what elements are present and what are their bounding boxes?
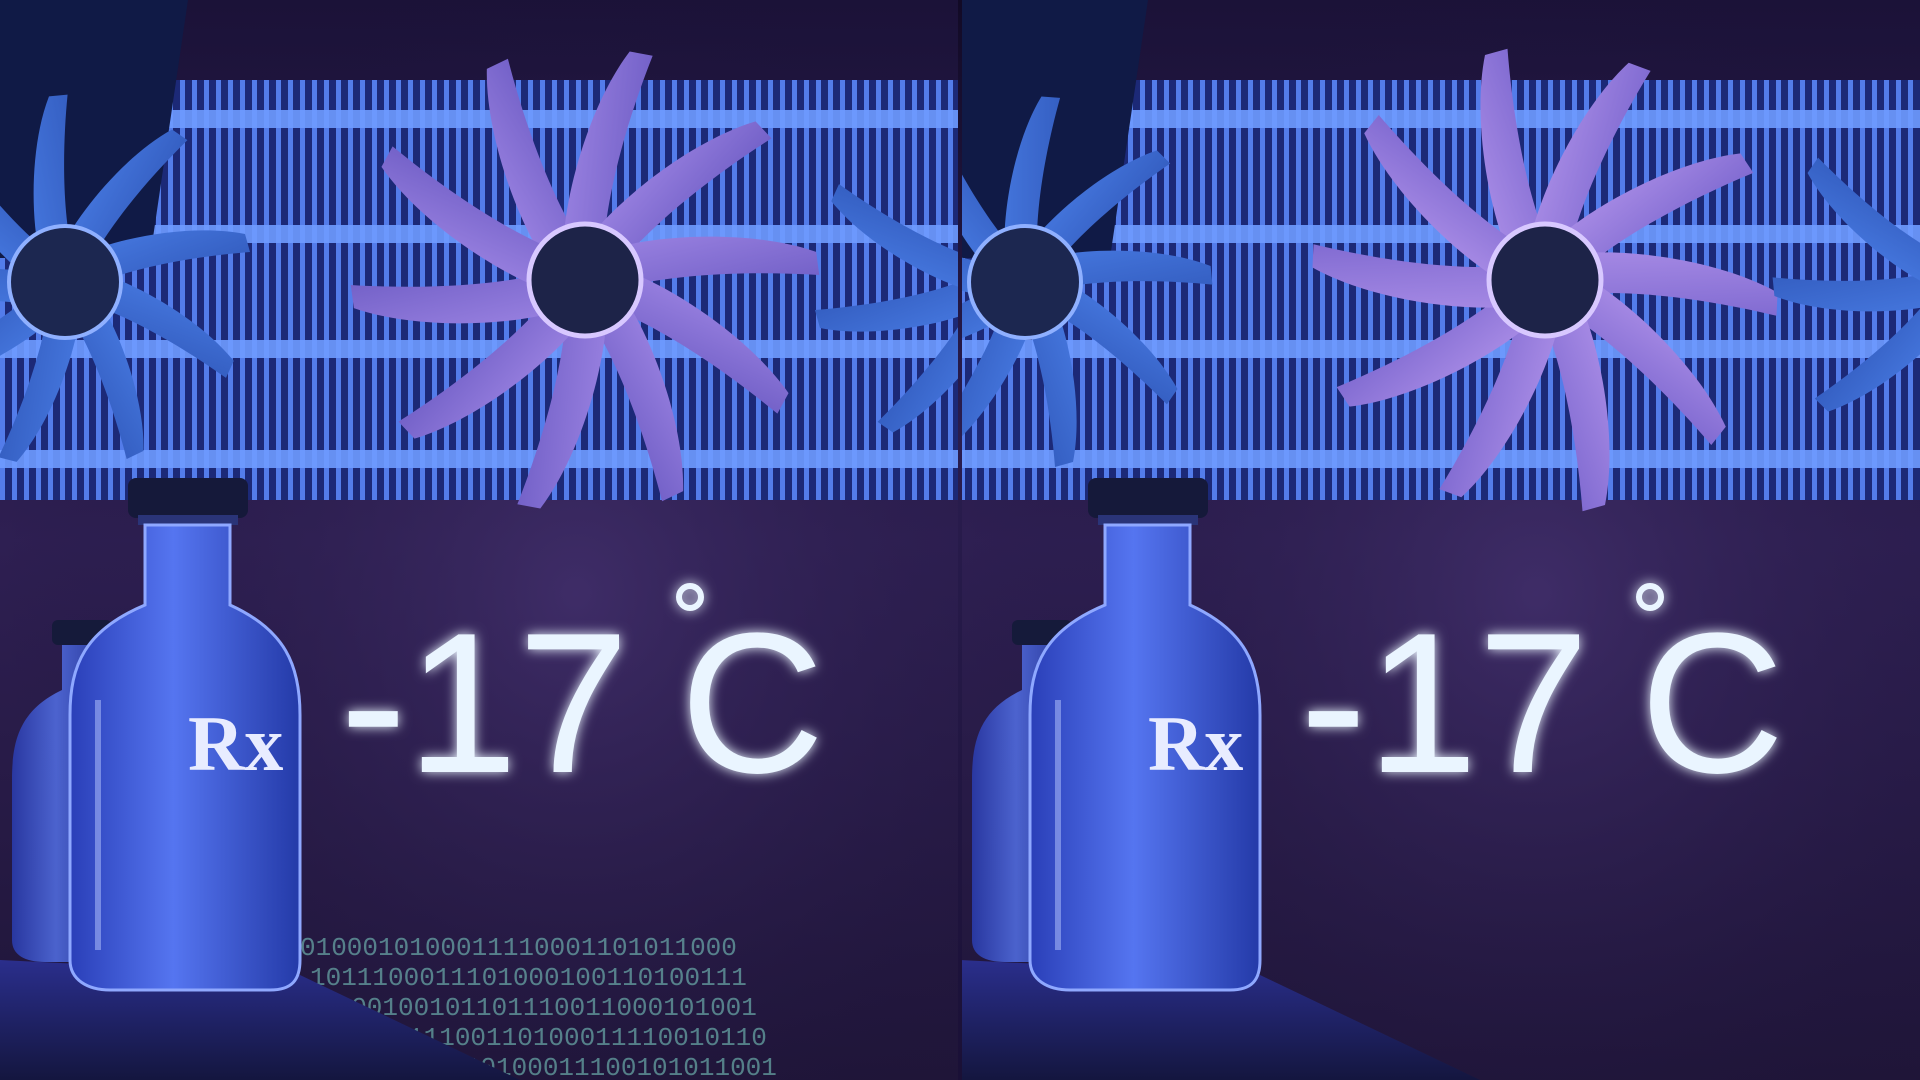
left-panel: 0100010100011110001101011000 10111000111… <box>0 0 960 1080</box>
fan-left <box>960 90 1217 467</box>
bottle-front: Rx <box>68 478 302 992</box>
fan-center <box>347 43 823 517</box>
cooling-scene-right: Rx -17 C <box>960 0 1920 1080</box>
bottle-label: Rx <box>188 700 283 787</box>
bottle-front: Rx <box>1028 478 1262 992</box>
temperature-unit: C <box>680 592 824 815</box>
binary-row: 1011100011101000100110100111 <box>310 963 747 993</box>
binary-row: 0100010100011110001101011000 <box>300 933 737 963</box>
degree-symbol <box>676 583 704 611</box>
temperature-value: -17 <box>1300 592 1589 815</box>
cooling-scene-left: 0100010100011110001101011000 10111000111… <box>0 0 960 1080</box>
temperature-unit: C <box>1640 592 1784 815</box>
temperature-value: -17 <box>340 592 629 815</box>
binary-row: 1100100101101110011000101001 <box>320 993 757 1023</box>
right-panel: Rx -17 C <box>960 0 1920 1080</box>
degree-symbol <box>1636 583 1664 611</box>
fan-center <box>1305 48 1785 512</box>
bottle-label: Rx <box>1148 700 1243 787</box>
heatsink <box>960 80 1920 500</box>
panel-divider <box>958 0 962 1080</box>
temperature-readout: -17 C <box>1300 583 1784 815</box>
fan-left <box>0 90 250 469</box>
temperature-readout: -17 C <box>340 583 824 815</box>
